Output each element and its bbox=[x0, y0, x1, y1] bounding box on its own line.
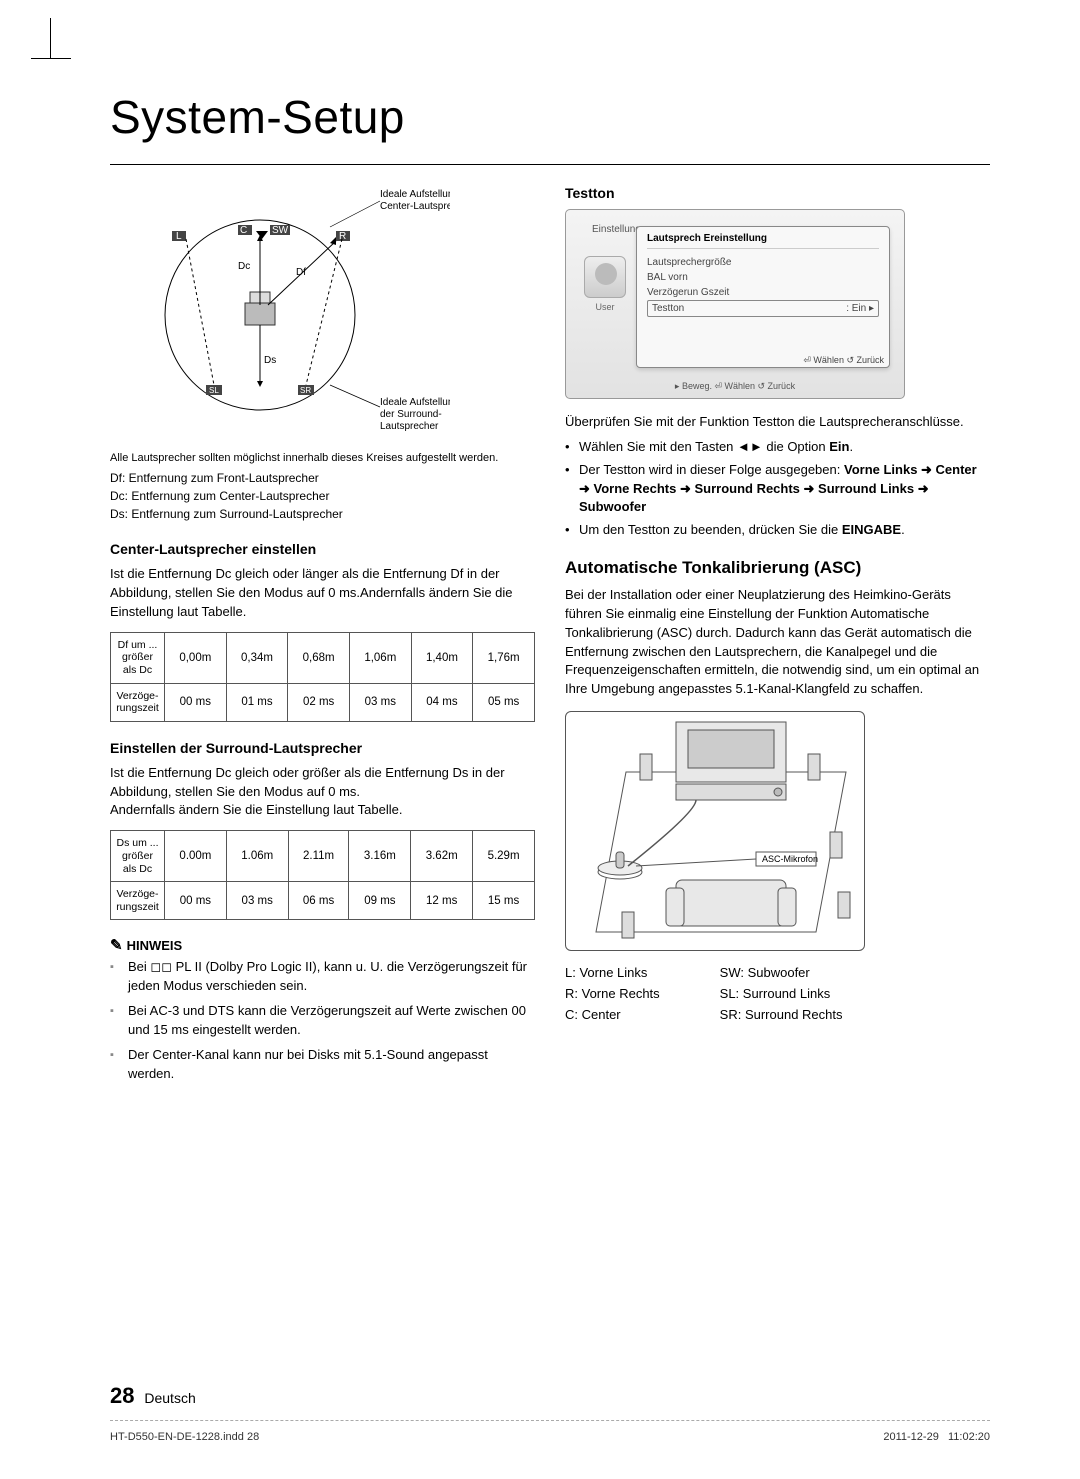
def-ds: Ds: Entfernung zum Surround-Lautsprecher bbox=[110, 505, 535, 523]
testton-bullet: Um den Testton zu beenden, drücken Sie d… bbox=[565, 521, 990, 540]
surround-heading: Einstellen der Surround-Lautsprecher bbox=[110, 740, 535, 756]
osd-panel-title: Lautsprech Ereinstellung bbox=[647, 233, 879, 249]
t2-r2-head: Verzöge-rungszeit bbox=[111, 882, 165, 920]
svg-text:Ds: Ds bbox=[264, 355, 276, 366]
testton-heading: Testton bbox=[565, 185, 990, 201]
svg-text:Df: Df bbox=[296, 267, 306, 278]
def-df: Df: Entfernung zum Front-Lautsprecher bbox=[110, 469, 535, 487]
legend-c: C: Center bbox=[565, 1005, 660, 1026]
t1-r1-head: Df um ... größer als Dc bbox=[111, 632, 165, 683]
osd-row: BAL vorn bbox=[647, 270, 879, 285]
def-dc: Dc: Entfernung zum Center-Lautsprecher bbox=[110, 487, 535, 505]
osd-screenshot: Einstellungen User Lautsprech Ereinstell… bbox=[565, 209, 905, 399]
hinweis-item: Bei AC-3 und DTS kann die Verzögerungsze… bbox=[110, 1002, 535, 1040]
osd-row-selected: Testton: Ein ▸ bbox=[647, 300, 879, 317]
asc-heading: Automatische Tonkalibrierung (ASC) bbox=[565, 558, 990, 578]
svg-text:L: L bbox=[176, 231, 182, 242]
testton-bullet: Der Testton wird in dieser Folge ausgege… bbox=[565, 461, 990, 518]
svg-text:C: C bbox=[240, 225, 247, 236]
speaker-circle-diagram: Ideale Aufstellung derCenter-Lautspreche… bbox=[110, 185, 450, 445]
svg-text:Dc: Dc bbox=[238, 261, 250, 272]
surround-delay-table: Ds um ... größer als Dc 0.00m 1.06m 2.11… bbox=[110, 830, 535, 920]
osd-user: User bbox=[580, 256, 630, 312]
osd-hint-right: ⏎ Wählen ↺ Zurück bbox=[803, 355, 884, 366]
page-language: Deutsch bbox=[144, 1390, 195, 1406]
asc-mic-label: ASC-Mikrofon bbox=[762, 854, 818, 864]
testton-bullet: Wählen Sie mit den Tasten ◄► die Option … bbox=[565, 438, 990, 457]
hinweis-item: Der Center-Kanal kann nur bei Disks mit … bbox=[110, 1046, 535, 1084]
hinweis-item: Bei ◻◻ PL II (Dolby Pro Logic II), kann … bbox=[110, 958, 535, 996]
center-heading: Center-Lautsprecher einstellen bbox=[110, 541, 535, 557]
testton-bullets: Wählen Sie mit den Tasten ◄► die Option … bbox=[565, 438, 990, 540]
speaker-legend: L: Vorne Links R: Vorne Rechts C: Center… bbox=[565, 963, 990, 1025]
osd-user-label: User bbox=[580, 302, 630, 312]
legend-sl: SL: Surround Links bbox=[720, 984, 843, 1005]
legend-r: R: Vorne Rechts bbox=[565, 984, 660, 1005]
testton-body: Überprüfen Sie mit der Funktion Testton … bbox=[565, 413, 990, 432]
svg-text:Ideale Aufstellungder Surround: Ideale Aufstellungder Surround-Lautsprec… bbox=[380, 397, 450, 432]
osd-footer: ▸ Beweg. ⏎ Wählen ↺ Zurück bbox=[566, 381, 904, 392]
distance-definitions: Df: Entfernung zum Front-Lautsprecher Dc… bbox=[110, 469, 535, 523]
doc-date: 2011-12-29 bbox=[883, 1431, 938, 1443]
center-body: Ist die Entfernung Dc gleich oder länger… bbox=[110, 565, 535, 622]
svg-text:R: R bbox=[339, 231, 346, 242]
diagram-note: Alle Lautsprecher sollten möglichst inne… bbox=[110, 451, 535, 465]
page-footer: 28 Deutsch bbox=[110, 1383, 196, 1409]
doc-metadata: HT-D550-EN-DE-1228.indd 28 2011-12-29 11… bbox=[110, 1420, 990, 1443]
page-title: System-Setup bbox=[110, 90, 990, 144]
osd-row: Lautsprechergröße bbox=[647, 255, 879, 270]
doc-time: 11:02:20 bbox=[948, 1431, 990, 1443]
page-number: 28 bbox=[110, 1383, 134, 1408]
crop-mark bbox=[50, 18, 90, 58]
diag-caption-top: Ideale Aufstellung derCenter-Lautspreche… bbox=[380, 189, 450, 212]
osd-panel: Lautsprech Ereinstellung Lautsprechergrö… bbox=[636, 226, 890, 368]
surround-body1: Ist die Entfernung Dc gleich oder größer… bbox=[110, 764, 535, 802]
t2-r1-head: Ds um ... größer als Dc bbox=[111, 831, 165, 882]
svg-text:SR: SR bbox=[300, 386, 311, 395]
asc-room-diagram: ASC-Mikrofon bbox=[565, 711, 865, 951]
hinweis-label: ✎HINWEIS bbox=[110, 936, 535, 954]
note-icon: ✎ bbox=[110, 937, 123, 954]
svg-text:SL: SL bbox=[209, 386, 219, 395]
surround-body2: Andernfalls ändern Sie die Einstellung l… bbox=[110, 801, 535, 820]
legend-sr: SR: Surround Rechts bbox=[720, 1005, 843, 1026]
asc-body: Bei der Installation oder einer Neuplatz… bbox=[565, 586, 990, 699]
hinweis-list: Bei ◻◻ PL II (Dolby Pro Logic II), kann … bbox=[110, 958, 535, 1083]
doc-filename: HT-D550-EN-DE-1228.indd 28 bbox=[110, 1431, 259, 1443]
legend-l: L: Vorne Links bbox=[565, 963, 660, 984]
center-delay-table: Df um ... größer als Dc 0,00m 0,34m 0,68… bbox=[110, 632, 535, 722]
osd-row: Verzögerun Gszeit bbox=[647, 285, 879, 300]
title-rule bbox=[110, 164, 990, 165]
avatar-icon bbox=[584, 256, 626, 298]
svg-text:SW: SW bbox=[272, 225, 289, 236]
t1-r2-head: Verzöge-rungszeit bbox=[111, 683, 165, 721]
legend-sw: SW: Subwoofer bbox=[720, 963, 843, 984]
